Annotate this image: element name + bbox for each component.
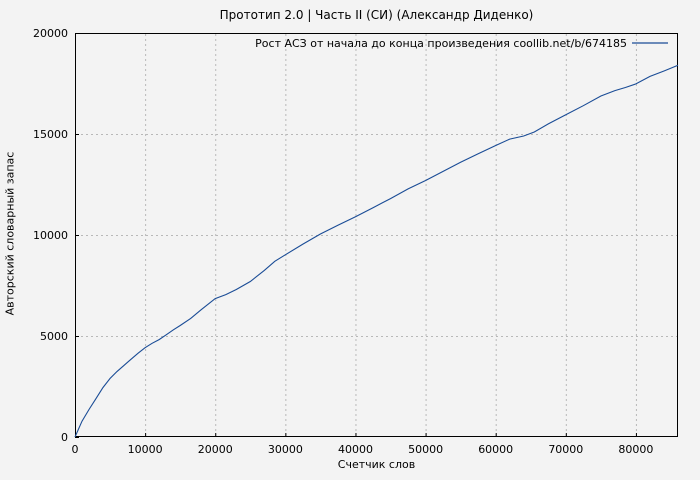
x-tick-label: 10000 xyxy=(128,443,163,456)
x-tick-label: 40000 xyxy=(338,443,373,456)
plot-border xyxy=(75,33,678,437)
legend-label: Рост АСЗ от начала до конца произведения… xyxy=(255,37,627,50)
x-tick-label: 60000 xyxy=(478,443,513,456)
x-axis-title: Счетчик слов xyxy=(337,458,416,471)
x-tick-label: 20000 xyxy=(198,443,233,456)
grid-layer xyxy=(76,34,677,436)
y-axis-title: Авторский словарный запас xyxy=(3,151,17,316)
series-line xyxy=(74,64,679,438)
chart-title: Прототип 2.0 | Часть II (СИ) (Александр … xyxy=(219,8,534,22)
x-tick-label: 80000 xyxy=(618,443,653,456)
y-tick-label: 0 xyxy=(61,431,68,444)
x-tick-label: 70000 xyxy=(548,443,583,456)
x-tick-label: 30000 xyxy=(268,443,303,456)
y-tick-label: 20000 xyxy=(33,27,68,40)
x-tick-label: 50000 xyxy=(408,443,443,456)
y-tick-label: 15000 xyxy=(33,128,68,141)
y-tick-label: 5000 xyxy=(40,330,68,343)
x-tick-label: 0 xyxy=(72,443,79,456)
y-tick-label: 10000 xyxy=(33,229,68,242)
tick-layer: 0 10000 20000 30000 40000 50000 60000 70000 8000… xyxy=(33,27,653,456)
